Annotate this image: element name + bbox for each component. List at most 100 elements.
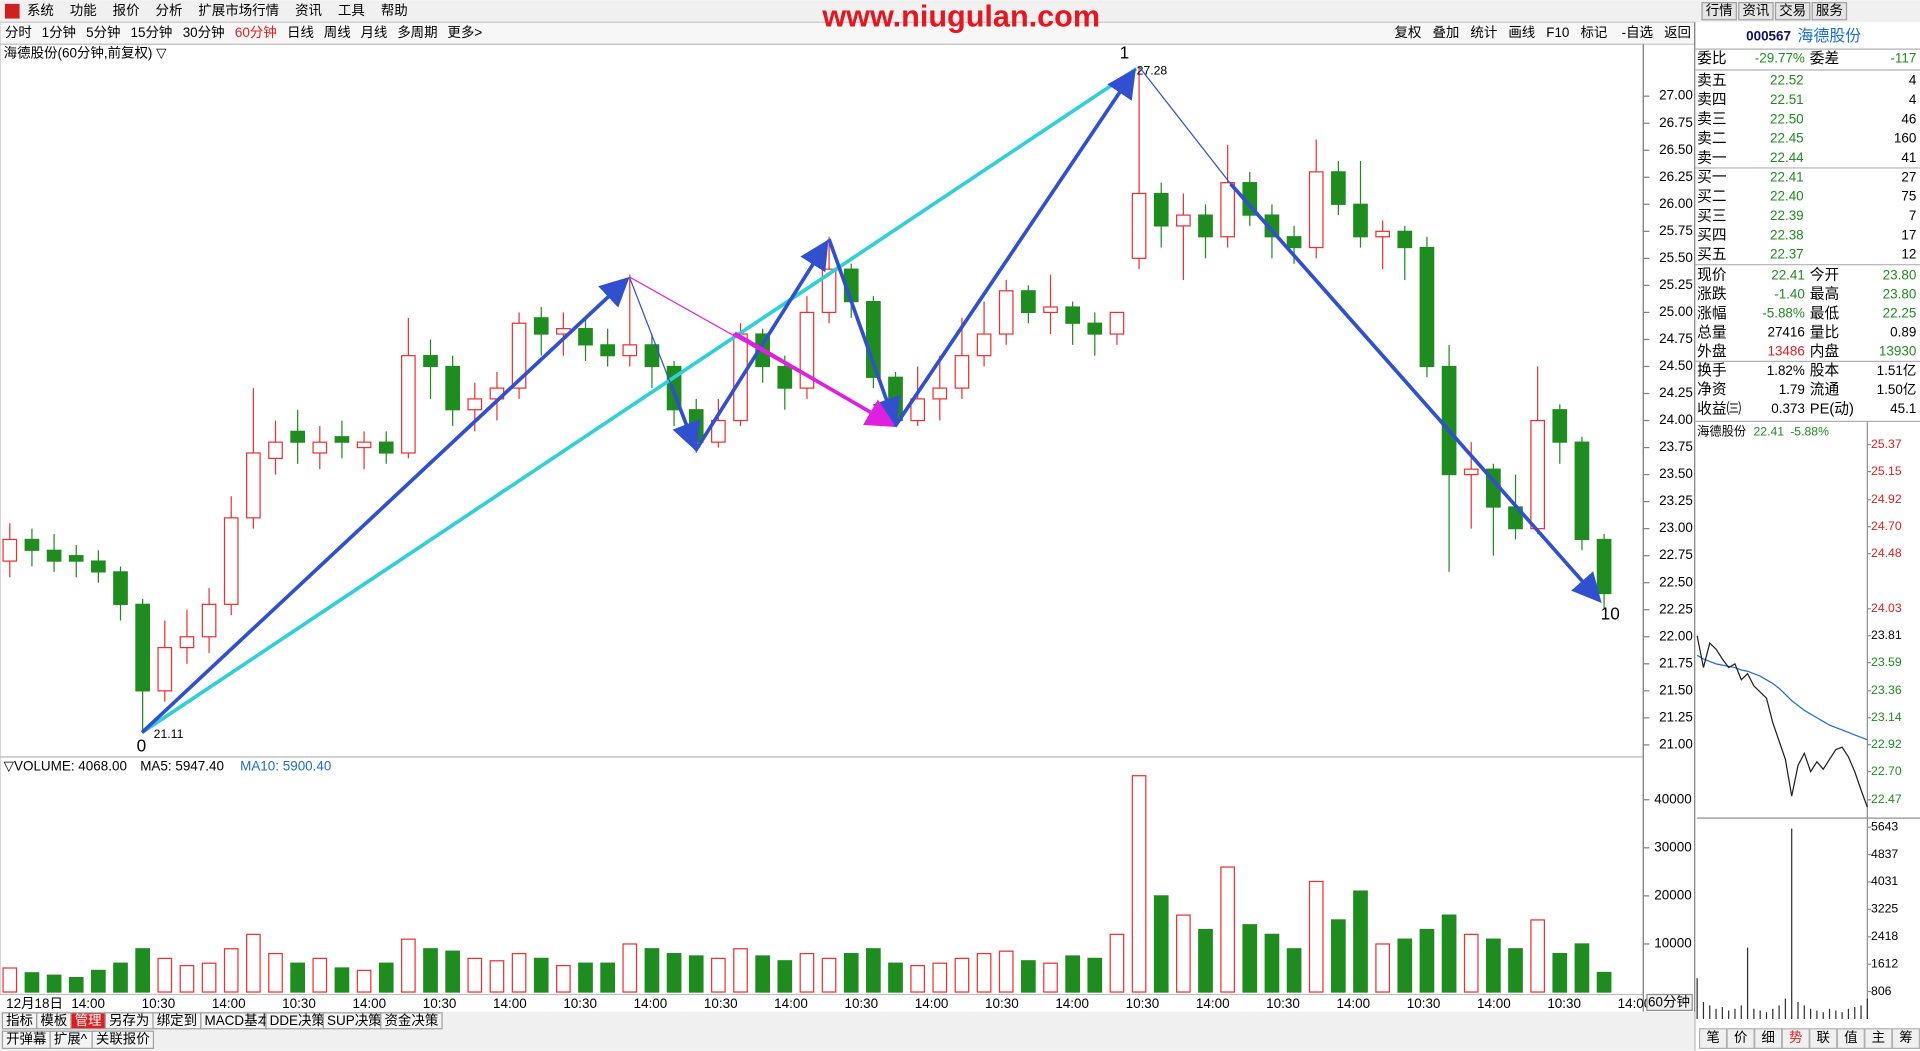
top-button[interactable] [1738, 2, 1774, 21]
x-tick-label: 14:00 [212, 996, 246, 1011]
top-button-label[interactable]: 行情 [1706, 3, 1733, 18]
bottom-tab-label[interactable]: 扩展^ [54, 1031, 88, 1046]
candle-body [1131, 192, 1147, 259]
mini-tab-label[interactable]: 价 [1734, 1030, 1748, 1045]
candle-body [600, 344, 615, 357]
indicator-tab-label[interactable]: 模板 [40, 1013, 67, 1028]
indicator-tab[interactable] [380, 1012, 443, 1030]
mini-tab-label[interactable]: 值 [1844, 1030, 1857, 1045]
y-tick-label: 5643 [1871, 819, 1898, 833]
mini-tab-label[interactable]: 笔 [1706, 1030, 1719, 1045]
tool-button[interactable]: -自选 [1622, 25, 1653, 40]
volume-bar [312, 957, 328, 993]
x-tick-label: 10:30 [1547, 996, 1581, 1011]
menu-item[interactable]: 资讯 [295, 3, 322, 18]
mini-tab-label[interactable]: 筹 [1899, 1029, 1912, 1045]
menu-item[interactable]: 功能 [70, 3, 97, 18]
y-tick-label: 25.25 [1659, 277, 1693, 292]
volume-bar [733, 948, 748, 993]
tool-button[interactable]: 复权 [1394, 24, 1421, 40]
candle-body [932, 387, 948, 400]
top-button-label[interactable]: 服务 [1816, 3, 1843, 18]
volume-bar [711, 957, 726, 993]
menu-item[interactable]: 分析 [156, 3, 183, 18]
mini-tab[interactable] [1891, 1028, 1920, 1049]
volume-bar [24, 972, 40, 993]
stat-value: 13930 [1879, 344, 1916, 359]
mini-tab-label[interactable]: 联 [1817, 1030, 1830, 1045]
x-tick-label: 12月18日 [6, 996, 63, 1011]
bottom-tab[interactable] [91, 1030, 155, 1049]
candle-body [378, 441, 394, 454]
volume-bar [423, 948, 438, 993]
menu-item[interactable]: 报价 [113, 3, 140, 18]
stat-value: 22.41 [1771, 267, 1805, 282]
volume-bar [932, 962, 948, 993]
period-tab[interactable]: 周线 [324, 25, 351, 40]
period-tab[interactable]: 1分钟 [42, 24, 76, 40]
volume-bar [1308, 880, 1324, 993]
period-tab[interactable]: 5分钟 [86, 24, 120, 40]
indicator-tab-label[interactable]: MACD基本 [204, 1012, 271, 1028]
candle-body [113, 571, 128, 605]
period-box-label: 60分钟 [1648, 994, 1690, 1010]
period-tab[interactable]: 更多> [447, 24, 482, 40]
mini-tab-label[interactable]: 细 [1761, 1030, 1774, 1045]
tool-button[interactable]: 叠加 [1432, 25, 1459, 40]
indicator-tab-label[interactable]: 指标 [6, 1013, 33, 1028]
stat-value: 45.1 [1890, 401, 1916, 416]
tool-button[interactable]: 返回 [1664, 25, 1691, 40]
tool-button[interactable]: 标记 [1580, 25, 1607, 40]
x-tick-label: 14:00 [71, 996, 105, 1011]
period-tab[interactable]: 分时 [5, 25, 32, 40]
menu-item[interactable]: 系统 [27, 3, 54, 18]
indicator-tab-label[interactable]: SUP决策 [327, 1012, 382, 1028]
indicator-tab-label[interactable]: 资金决策 [384, 1012, 438, 1028]
indicator-tab-label[interactable]: 另存为 [109, 1013, 149, 1028]
candle-body [201, 603, 217, 638]
indicator-tab-label[interactable]: 管理 [75, 1013, 102, 1028]
tool-button[interactable]: F10 [1546, 25, 1569, 40]
top-button[interactable] [1774, 2, 1811, 21]
top-button[interactable] [1811, 2, 1848, 21]
bottom-tab-label[interactable]: 开弹幕 [6, 1031, 47, 1046]
mini-tab-label[interactable]: 主 [1872, 1030, 1885, 1045]
chart-area [0, 43, 1644, 996]
period-tab[interactable]: 月线 [360, 25, 387, 40]
indicator-tab-label[interactable]: DDE决策 [270, 1012, 326, 1028]
top-button-label[interactable]: 资讯 [1742, 3, 1769, 18]
top-button[interactable] [1701, 2, 1737, 21]
tool-button[interactable]: 画线 [1508, 25, 1535, 40]
tool-button[interactable]: 统计 [1470, 25, 1497, 40]
y-tick-label: 24.25 [1659, 385, 1693, 400]
order-label: 卖二 [1697, 130, 1726, 147]
mini-tab-label[interactable]: 势 [1789, 1030, 1802, 1045]
bottom-tab-label[interactable]: 关联报价 [96, 1031, 150, 1046]
menu-item[interactable]: 工具 [338, 3, 365, 18]
x-tick-label: 10:30 [282, 996, 316, 1011]
candle-body [157, 646, 173, 692]
order-price: 22.39 [1770, 208, 1804, 223]
y-tick-label: 22.47 [1871, 792, 1902, 806]
period-tab[interactable]: 日线 [287, 25, 314, 40]
x-tick-label: 10:30 [142, 996, 176, 1011]
menu-item[interactable]: 扩展市场行情 [198, 2, 279, 18]
candle-body [1353, 203, 1368, 238]
candle-body [223, 517, 239, 605]
period-tab[interactable]: 多周期 [397, 24, 437, 40]
menu-item[interactable]: 帮助 [381, 3, 408, 18]
mini-change: -5.88% [1790, 425, 1829, 439]
period-tab[interactable]: 15分钟 [131, 24, 173, 40]
wave-label: 10 [1601, 603, 1620, 623]
indicator-tab-label[interactable]: 绑定到 [157, 1013, 197, 1028]
order-volume: 27 [1901, 169, 1916, 184]
candle-body [622, 344, 638, 357]
top-button-label[interactable]: 交易 [1779, 2, 1806, 18]
volume-bar [401, 938, 416, 993]
stat-value: -5.88% [1762, 305, 1805, 320]
y-tick-label: 22.92 [1871, 737, 1902, 751]
wave-label: 1 [1120, 43, 1130, 63]
period-tab[interactable]: 60分钟 [235, 24, 277, 40]
period-tab[interactable]: 30分钟 [183, 24, 225, 40]
candle-body [1530, 419, 1545, 530]
